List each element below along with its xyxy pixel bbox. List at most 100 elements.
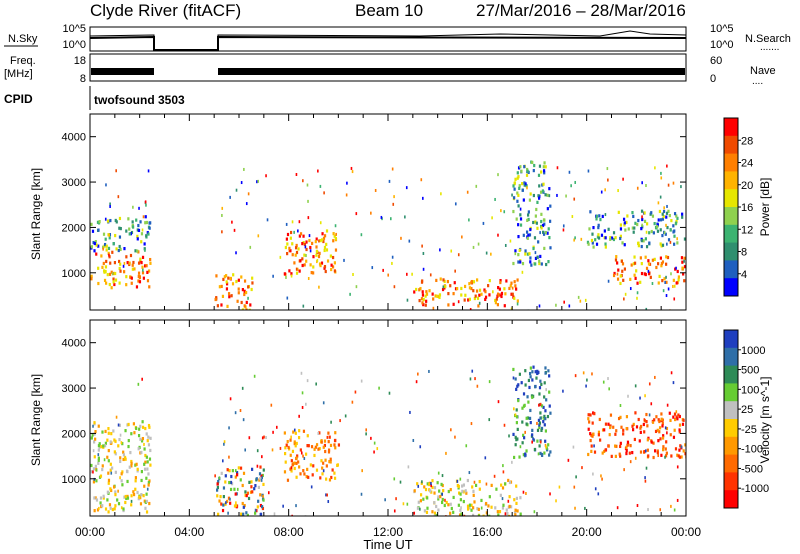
heatmap-cell xyxy=(517,204,520,208)
heatmap-cell xyxy=(641,215,643,219)
heatmap-cell xyxy=(488,279,491,283)
heatmap-cell xyxy=(624,292,627,296)
heatmap-cell xyxy=(244,448,247,452)
heatmap-cell xyxy=(661,212,664,216)
heatmap-cell xyxy=(665,451,668,455)
heatmap-cell xyxy=(119,456,122,460)
heatmap-cell xyxy=(510,292,513,296)
heatmap-cell xyxy=(441,474,444,478)
heatmap-cell xyxy=(306,434,309,438)
x-tick-label: 04:00 xyxy=(174,525,204,539)
heatmap-cell xyxy=(267,491,270,495)
heatmap-cell xyxy=(330,420,332,424)
heatmap-cell xyxy=(90,463,93,468)
heatmap-cell xyxy=(590,238,594,243)
heatmap-cell xyxy=(542,405,545,410)
heatmap-cell xyxy=(235,501,237,505)
heatmap-cell xyxy=(509,284,512,288)
heatmap-cell xyxy=(137,261,141,265)
heatmap-cell xyxy=(537,194,540,198)
colorbar-swatch xyxy=(724,153,738,172)
heatmap-cell xyxy=(623,267,627,271)
heatmap-cell xyxy=(601,428,605,432)
heatmap-cell xyxy=(101,464,104,468)
heatmap-cell xyxy=(309,463,312,467)
heatmap-cell xyxy=(422,267,425,271)
heatmap-cell xyxy=(681,260,684,264)
heatmap-cell xyxy=(610,454,613,458)
freq-right-tick-bottom: 0 xyxy=(710,73,716,85)
heatmap-cell xyxy=(221,206,224,210)
heatmap-cell xyxy=(619,234,622,238)
heatmap-cell xyxy=(315,253,318,257)
heatmap-cell xyxy=(518,455,521,459)
heatmap-cell xyxy=(477,514,481,516)
heatmap-cell xyxy=(130,464,133,468)
heatmap-cell xyxy=(657,439,660,443)
heatmap-cell xyxy=(125,496,128,500)
heatmap-cell xyxy=(297,436,301,440)
heatmap-cell xyxy=(135,218,138,222)
heatmap-cell xyxy=(617,416,621,421)
colorbar-tick-label: 28 xyxy=(741,135,753,147)
heatmap-cell xyxy=(105,281,108,285)
heatmap-cell xyxy=(466,190,469,194)
heatmap-cell xyxy=(293,461,296,465)
heatmap-cell xyxy=(406,272,408,276)
heatmap-cell xyxy=(619,227,623,231)
velocity-cells xyxy=(90,365,686,516)
heatmap-cell xyxy=(512,184,515,188)
heatmap-cell xyxy=(497,233,499,237)
heatmap-cell xyxy=(518,186,521,190)
heatmap-cell xyxy=(302,454,304,458)
heatmap-cell xyxy=(327,448,331,452)
heatmap-cell xyxy=(643,219,647,223)
heatmap-cell xyxy=(99,474,103,478)
heatmap-cell xyxy=(636,281,639,285)
heatmap-cell xyxy=(255,509,258,513)
noise-trace-1 xyxy=(89,35,687,51)
heatmap-cell xyxy=(504,292,507,296)
heatmap-cell xyxy=(333,261,336,265)
heatmap-cell xyxy=(470,422,473,426)
heatmap-cell xyxy=(613,271,616,276)
heatmap-cell xyxy=(318,431,321,435)
heatmap-cell xyxy=(302,234,305,238)
heatmap-cell xyxy=(629,460,632,464)
heatmap-cell xyxy=(310,445,314,449)
heatmap-cell xyxy=(614,444,617,448)
heatmap-cell xyxy=(282,504,284,508)
heatmap-cell xyxy=(588,420,591,424)
heatmap-cell xyxy=(333,269,336,273)
heatmap-cell xyxy=(418,288,421,292)
heatmap-cell xyxy=(517,398,520,403)
heatmap-cell xyxy=(310,485,313,489)
heatmap-cell xyxy=(641,181,643,185)
heatmap-cell xyxy=(531,378,534,382)
heatmap-cell xyxy=(122,507,125,511)
heatmap-cell xyxy=(108,282,111,287)
heatmap-cell xyxy=(115,169,117,173)
heatmap-cell xyxy=(334,248,338,252)
heatmap-cell xyxy=(149,257,152,262)
heatmap-cell xyxy=(478,301,481,305)
heatmap-cell xyxy=(477,507,480,512)
heatmap-cell xyxy=(113,507,116,511)
heatmap-cell xyxy=(526,416,530,420)
heatmap-cell xyxy=(457,253,460,257)
heatmap-cell xyxy=(283,431,286,435)
heatmap-cell xyxy=(670,454,673,458)
heatmap-cell xyxy=(612,273,616,278)
heatmap-cell xyxy=(666,204,668,208)
heatmap-cell xyxy=(393,509,396,513)
heatmap-cell xyxy=(246,491,249,495)
heatmap-cell xyxy=(245,300,248,305)
heatmap-cell xyxy=(531,433,534,437)
heatmap-cell xyxy=(275,425,278,429)
heatmap-cell xyxy=(462,499,465,504)
heatmap-cell xyxy=(406,298,409,302)
heatmap-cell xyxy=(109,487,112,491)
heatmap-cell xyxy=(484,456,487,460)
